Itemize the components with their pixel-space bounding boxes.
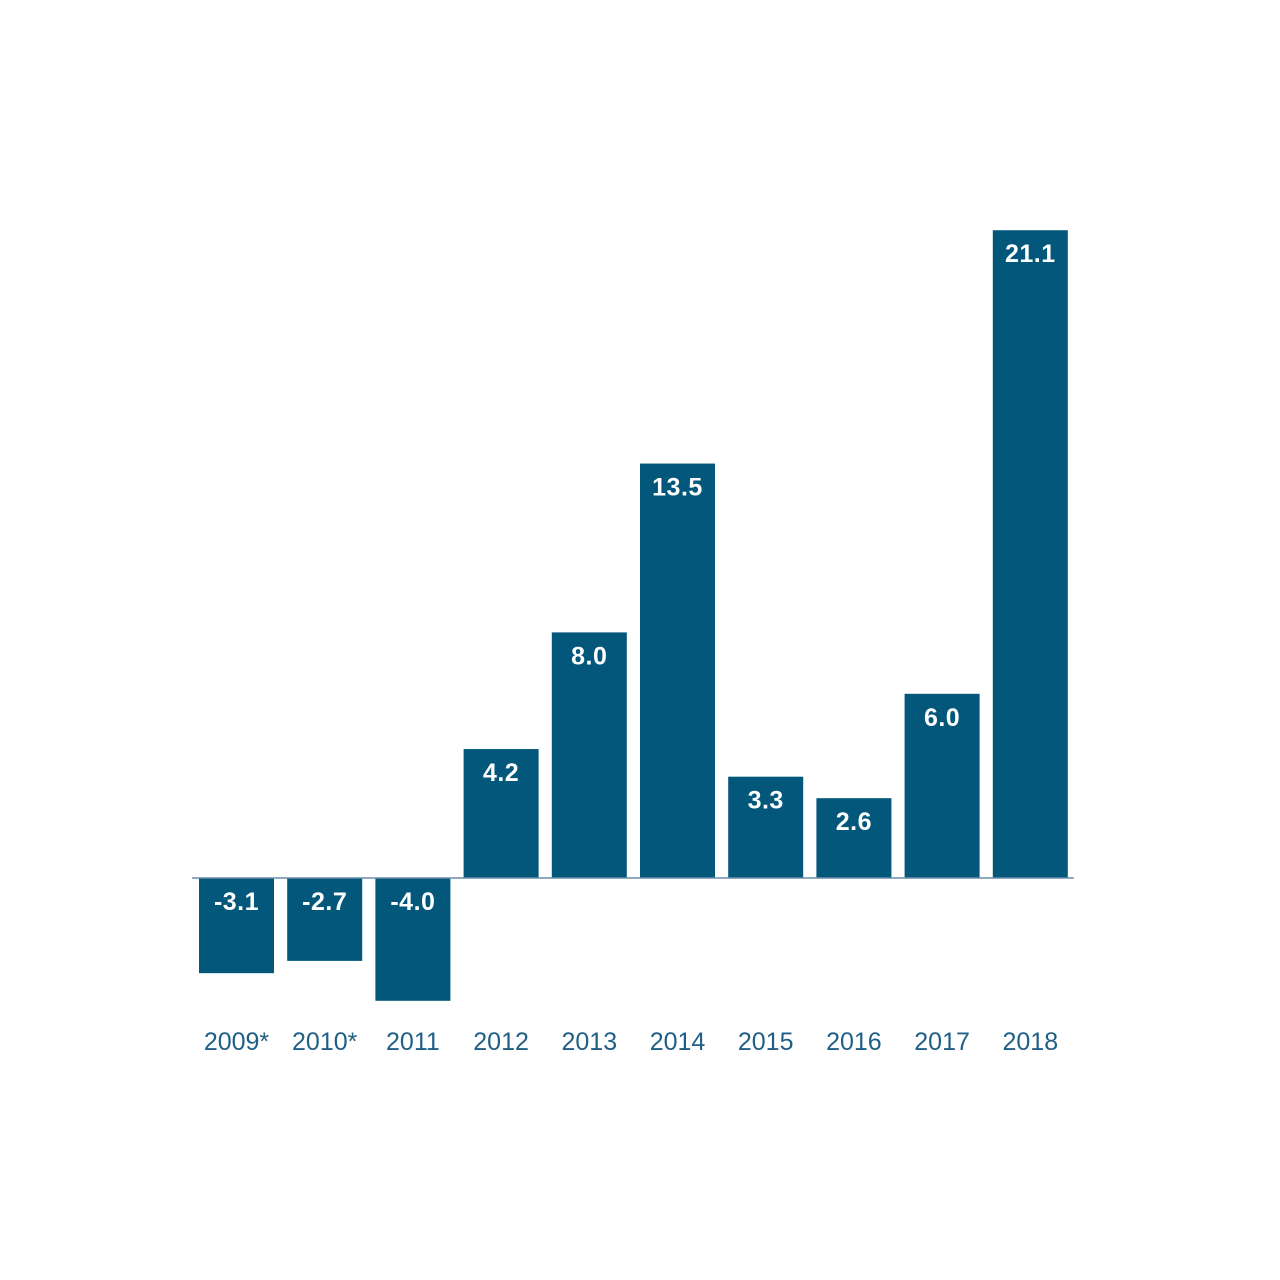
x-tick-label: 2018 (1002, 1028, 1058, 1056)
bar-2018 (992, 230, 1068, 879)
bar-2016 (816, 798, 892, 878)
x-tick-label: 2010* (292, 1028, 358, 1056)
bar-value-label: 3.3 (748, 787, 784, 815)
bar-value-label: -3.1 (214, 888, 259, 916)
bar-value-label: 8.0 (571, 642, 607, 670)
bar-2009* (199, 878, 274, 974)
x-tick-label: 2009* (204, 1028, 270, 1056)
bar-value-label: 4.2 (483, 759, 519, 787)
bar-2012 (463, 749, 539, 878)
bar-value-label: 6.0 (924, 704, 960, 732)
bar-value-label: -4.0 (390, 888, 435, 916)
bar-value-label: 2.6 (836, 808, 872, 836)
bar-value-label: 21.1 (1005, 240, 1056, 268)
x-tick-label: 2013 (561, 1028, 617, 1056)
x-tick-label: 2011 (386, 1028, 440, 1056)
x-tick-label: 2017 (914, 1028, 970, 1056)
bar-2017 (904, 693, 980, 878)
bar-2010* (287, 878, 363, 961)
x-tick-label: 2016 (826, 1028, 882, 1056)
bar-2015 (728, 776, 804, 878)
bar-2011 (375, 878, 451, 1001)
bar-2014 (640, 463, 715, 878)
bar-value-label: 13.5 (652, 474, 703, 502)
x-tick-label: 2015 (738, 1028, 794, 1056)
bar-2013 (551, 632, 627, 878)
value-labels-layer: -3.1 -2.7 -4.0 4.2 8.0 13.5 3.3 2.6 6.0 21.1 (214, 240, 1056, 916)
x-tick-label: 2014 (650, 1028, 706, 1056)
x-tick-labels-layer: 2009* 2010* 2011 2012 2013 2014 2015 2016 2017 20… (204, 1028, 1058, 1056)
bar-value-label: -2.7 (302, 888, 347, 916)
x-tick-label: 2012 (473, 1028, 529, 1056)
bars-layer (199, 230, 1068, 1001)
